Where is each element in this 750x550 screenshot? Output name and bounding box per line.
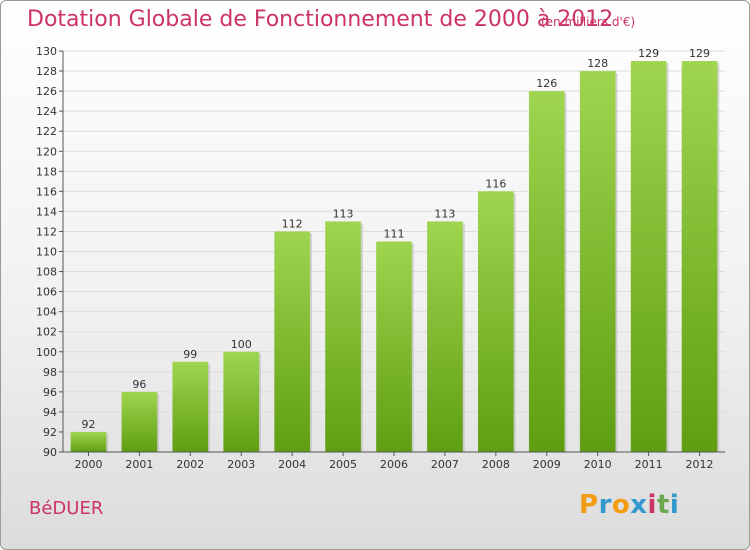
x-tick-label: 2002 <box>176 458 204 471</box>
y-tick-label: 104 <box>36 306 57 319</box>
bar-value-label: 126 <box>536 77 557 90</box>
bar-value-label: 99 <box>183 348 197 361</box>
x-tick-label: 2000 <box>74 458 102 471</box>
y-tick-label: 90 <box>43 446 57 459</box>
logo-letter: t <box>656 490 670 520</box>
bar-value-label: 100 <box>231 338 252 351</box>
x-tick-label: 2001 <box>125 458 153 471</box>
bar-value-label: 111 <box>384 227 405 240</box>
proxiti-logo: Proxiti <box>579 490 679 520</box>
bar-2004 <box>274 231 310 452</box>
x-tick-label: 2010 <box>584 458 612 471</box>
logo-letter: x <box>630 490 648 520</box>
logo-letter: P <box>579 490 599 520</box>
bar-2011 <box>630 61 667 453</box>
axes: 90 92 94 96 98 100 102 104 106 108 110 112 114 116 118… <box>36 45 725 471</box>
bar-2000 <box>70 431 107 452</box>
bar-value-label: 92 <box>81 418 95 431</box>
y-tick-label: 100 <box>36 346 57 359</box>
y-tick-label: 98 <box>43 366 57 379</box>
chart-subtitle: (en milliers d'€) <box>541 15 636 29</box>
chart-title: Dotation Globale de Fonctionnement de 20… <box>27 7 614 32</box>
y-tick-label: 110 <box>36 246 57 259</box>
y-tick-label: 128 <box>36 65 57 78</box>
bar-2007 <box>427 221 463 452</box>
bar-2002 <box>172 361 209 452</box>
y-tick-label: 108 <box>36 266 57 279</box>
bar-value-label: 96 <box>132 378 146 391</box>
x-tick-label: 2007 <box>431 458 459 471</box>
x-tick-label: 2003 <box>227 458 255 471</box>
bar-2003 <box>223 351 260 452</box>
y-tick-label: 130 <box>36 45 57 58</box>
logo-letter: o <box>611 490 631 520</box>
y-tick-label: 114 <box>36 205 57 218</box>
bar-2005 <box>325 221 361 452</box>
y-tick-label: 120 <box>36 145 57 158</box>
y-tick-label: 112 <box>36 225 57 238</box>
x-tick-label: 2011 <box>635 458 663 471</box>
y-tick-label: 94 <box>43 406 57 419</box>
x-tick-label: 2009 <box>533 458 561 471</box>
bar-2012 <box>681 61 718 453</box>
bar-2010 <box>579 71 616 453</box>
y-tick-label: 102 <box>36 326 57 339</box>
bar-2008 <box>478 191 514 452</box>
logo-letter: i <box>647 490 657 520</box>
x-tick-label: 2006 <box>380 458 408 471</box>
logo-letter: r <box>598 490 612 520</box>
bar-value-label: 113 <box>434 207 455 220</box>
x-tick-label: 2008 <box>482 458 510 471</box>
bar-value-label: 129 <box>638 47 659 60</box>
bar-2001 <box>121 391 158 452</box>
logo-letter: i <box>669 490 680 520</box>
bar-value-label: 112 <box>282 217 303 230</box>
y-tick-label: 118 <box>36 165 57 178</box>
town-name: BéDUER <box>29 498 104 519</box>
y-tick-label: 122 <box>36 125 57 138</box>
y-tick-label: 92 <box>43 426 57 439</box>
x-tick-label: 2012 <box>686 458 714 471</box>
bar-value-label: 129 <box>689 47 710 60</box>
y-tick-label: 126 <box>36 85 57 98</box>
y-tick-label: 106 <box>36 286 57 299</box>
bar-value-label: 116 <box>485 177 506 190</box>
y-tick-label: 124 <box>36 105 57 118</box>
bar-2009 <box>528 91 565 452</box>
bars: 92 96 99 100 112 113 111 113 116 126 128 129 129 <box>70 47 720 453</box>
bar-2006 <box>376 241 412 452</box>
y-tick-label: 96 <box>43 386 57 399</box>
bar-value-label: 128 <box>587 57 608 70</box>
x-tick-label: 2004 <box>278 458 306 471</box>
x-tick-label: 2005 <box>329 458 357 471</box>
y-tick-label: 116 <box>36 185 57 198</box>
bar-value-label: 113 <box>333 207 354 220</box>
